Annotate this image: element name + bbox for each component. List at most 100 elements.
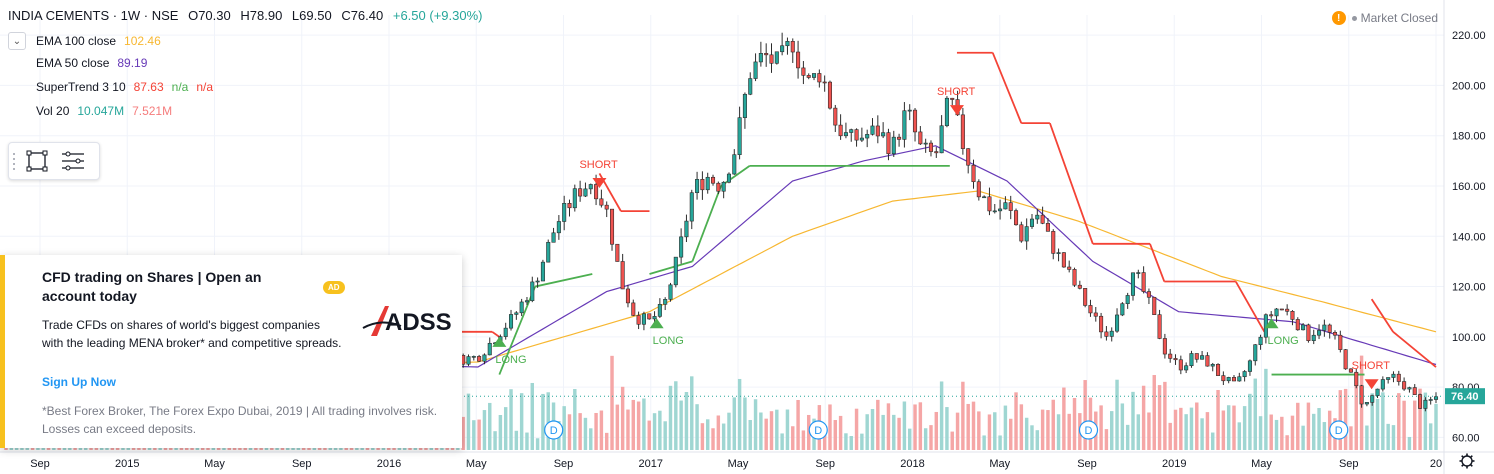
legend-ema50[interactable]: EMA 50 close 89.19 [36,56,155,70]
volume-bar [806,414,811,450]
volume-bar [849,436,853,450]
gear-tooth [1469,455,1473,459]
candle-body [1317,330,1322,336]
volume-bar [955,412,960,450]
candle-body [716,182,721,192]
x-tick-label: 20 [1430,458,1442,470]
volume-bar [923,428,928,450]
candle-body [950,97,955,100]
volume-bar [546,392,550,450]
candle-body [551,232,556,243]
candle-body [524,300,529,303]
rectangle-tool-button[interactable] [19,143,55,179]
candle-body [652,316,657,320]
volume-bar [1062,387,1066,450]
candle-body [1099,315,1104,333]
x-tick-label: 2019 [1162,458,1186,470]
candle-body [1194,353,1199,360]
candle-body [1332,332,1338,336]
sign-up-link[interactable]: Sign Up Now [42,375,116,389]
ad-disclaimer: *Best Forex Broker, The Forex Expo Dubai… [42,404,438,436]
candle-body [482,354,487,362]
candle-body [1173,358,1178,361]
dividend-marker [544,420,564,440]
legend-volume-ma: 7.521M [132,104,173,118]
long-signal-label: LONG [495,354,526,366]
volume-bar [604,432,609,450]
candle-body [519,301,524,314]
candle-body [971,164,976,183]
candle-body [471,356,476,358]
legend-supertrend[interactable]: SuperTrend 3 10 87.63 n/a n/a [36,80,221,94]
volume-bar [1312,413,1316,450]
ad-title[interactable]: CFD trading on Shares | Open an account … [42,269,262,304]
candle-body [668,284,673,300]
candle-body [1327,324,1332,333]
volume-bar [477,419,481,450]
candle-body [1157,314,1162,339]
volume-bar [615,404,620,450]
candle-body [689,192,694,222]
candle-body [1184,365,1189,371]
candle-body [1301,324,1306,331]
supertrend-segment [1049,122,1094,245]
candle-body [1210,363,1215,367]
legend-ema100[interactable]: ⌄ EMA 100 close 102.46 [8,32,169,50]
dividend-marker [808,420,828,440]
gear-icon[interactable] [1459,453,1475,469]
candle-body [562,203,567,222]
candle-body [742,93,747,118]
long-signal-arrow [492,336,507,347]
chart-header: INDIA CEMENTS · 1W · NSE O70.30 H78.90 L… [8,8,488,23]
drag-handle[interactable] [9,143,19,179]
volume-bar [1072,398,1077,450]
ad-panel[interactable]: CFD trading on Shares | Open an account … [0,255,462,448]
volume-bar [668,385,673,450]
volume-bar [1317,408,1321,450]
candle-body [897,136,902,140]
volume-bar [743,397,747,450]
candle-body [774,51,779,64]
candle-body [1322,324,1327,331]
menu-tool-button[interactable] [55,143,91,179]
status-dot [1351,15,1357,21]
legend-ema50-value: 89.19 [117,56,148,70]
candle-body [1380,379,1385,390]
candle-body [875,125,880,137]
volume-bar [854,408,859,450]
symbol-label[interactable]: INDIA CEMENTS · 1W · NSE [8,8,179,23]
x-tick-label: Sep [1339,458,1359,470]
volume-bar [881,414,885,450]
candle-body [966,148,971,166]
candle-body [939,125,944,154]
candle-body [514,312,519,315]
ohlc-close: C76.40 [341,8,384,23]
volume-bar [993,412,997,450]
candle-body [785,41,790,47]
volume-bar [530,382,535,450]
legend-volume[interactable]: Vol 20 10.047M 7.521M [36,104,180,118]
volume-bar [1019,404,1024,450]
candle-body [487,342,492,356]
market-status-label: Market Closed [1360,11,1438,25]
candle-body [812,73,817,78]
candle-body [663,299,668,305]
warning-icon[interactable]: ! [1331,11,1346,25]
volume-bar [1221,410,1226,450]
volume-bar [796,399,800,450]
volume-bar [987,414,992,450]
candle-body [1354,371,1359,387]
chevron-down-icon[interactable]: ⌄ [8,32,26,50]
volume-bar [1375,398,1380,450]
candle-body [1040,214,1045,224]
candle-body [1428,399,1433,401]
candle-body [1311,334,1316,341]
candle-body [1141,272,1146,292]
candle-body [918,131,923,145]
candle-body [684,220,689,238]
candle-body [1115,314,1120,332]
candle-body [854,129,859,141]
candle-body [1178,359,1183,371]
gear-tooth [1461,455,1465,459]
volume-bar [1115,379,1119,450]
